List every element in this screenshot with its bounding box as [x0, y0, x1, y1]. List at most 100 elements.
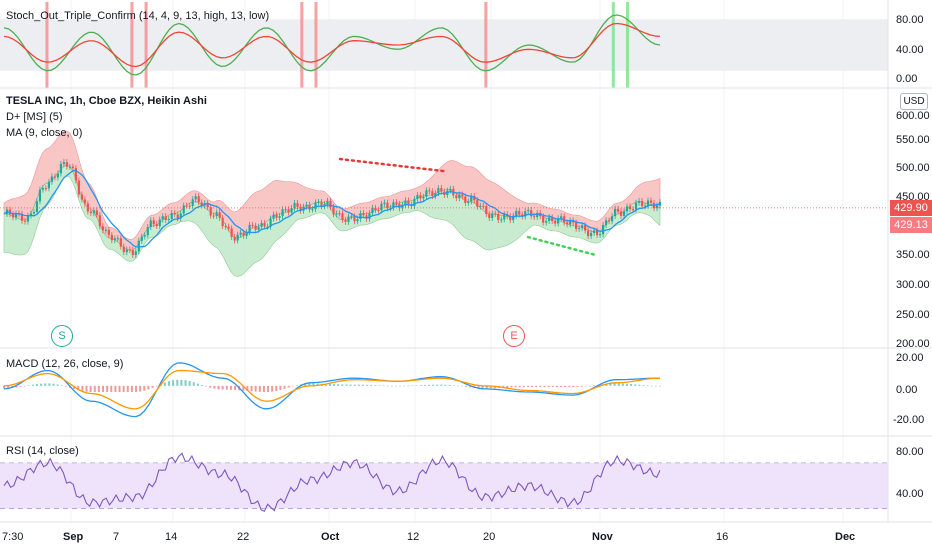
macd-histogram-bar	[353, 384, 356, 386]
candle	[392, 202, 395, 208]
candle	[161, 216, 164, 220]
macd-histogram-bar	[151, 385, 154, 388]
macd-histogram-bar	[250, 385, 253, 392]
candle	[416, 195, 419, 200]
grid-layer	[70, 0, 844, 522]
candle	[377, 210, 380, 212]
candle	[425, 190, 428, 197]
candle	[581, 225, 584, 229]
macd-histogram-bar	[97, 385, 100, 392]
price-tick-350: 350.00	[896, 249, 930, 261]
macd-histogram-bar	[254, 385, 257, 392]
macd-histogram-bar	[345, 384, 348, 386]
macd-histogram-bar	[576, 385, 579, 387]
rsi-title[interactable]: RSI (14, close)	[6, 445, 79, 457]
signal-line	[3, 369, 661, 410]
candle	[479, 205, 482, 207]
macd-histogram-bar	[213, 385, 216, 389]
candle	[637, 200, 641, 203]
macd-histogram-bar	[262, 385, 265, 392]
macd-histogram-bar	[625, 383, 628, 386]
macd-histogram-bar	[584, 385, 587, 387]
candle	[578, 228, 581, 230]
macd-histogram-bar	[337, 384, 340, 386]
candle	[188, 205, 191, 207]
candle	[227, 226, 230, 229]
macd-histogram-bar	[52, 383, 55, 386]
macd-histogram-bar	[440, 384, 443, 386]
candle	[239, 232, 242, 235]
macd-histogram-bar	[324, 383, 327, 386]
macd-histogram-bar	[642, 385, 645, 386]
rsi-band	[0, 462, 888, 509]
candle	[649, 200, 653, 203]
macd-histogram-bar	[77, 385, 80, 391]
macd-histogram-bar	[308, 383, 311, 386]
candle	[167, 219, 170, 221]
start-marker: S	[51, 325, 73, 347]
macd-histogram-bar	[592, 385, 595, 386]
macd-histogram-bar	[659, 385, 661, 387]
candle	[607, 220, 611, 222]
macd-histogram-bar	[436, 384, 439, 386]
candle	[482, 205, 485, 207]
price-tick-600: 600.00	[896, 110, 930, 122]
candle	[149, 220, 152, 228]
macd-histogram-bar	[357, 384, 360, 386]
candle	[236, 234, 239, 241]
macd-histogram-bar	[531, 385, 534, 388]
indicator-ma[interactable]: MA (9, close, 0)	[6, 127, 83, 139]
stoch-title[interactable]: Stoch_Out_Triple_Confirm (14, 4, 9, 13, …	[6, 10, 270, 22]
candle	[278, 216, 281, 218]
candle	[473, 196, 476, 201]
candle	[512, 215, 515, 221]
currency-button[interactable]: USD	[900, 93, 928, 110]
macd-histogram-bar	[27, 385, 30, 386]
macd-histogram-bar	[217, 385, 220, 390]
macd-histogram-bar	[89, 385, 92, 392]
candle	[77, 180, 80, 195]
candle	[173, 213, 176, 215]
candle	[59, 163, 63, 174]
candle	[218, 212, 221, 218]
macd-histogram-bar	[172, 380, 175, 386]
stoch-signal-bar	[611, 2, 615, 88]
symbol-title[interactable]: TESLA INC, 1h, Cboe BZX, Heikin Ashi	[6, 95, 207, 107]
macd-histogram-bar	[122, 385, 125, 392]
macd-title[interactable]: MACD (12, 26, close, 9)	[6, 358, 124, 370]
candle	[8, 209, 12, 215]
candle	[542, 216, 545, 223]
candle	[176, 214, 179, 219]
candle	[557, 218, 560, 224]
candle	[509, 216, 512, 221]
candle	[344, 219, 347, 222]
macd-histogram-bar	[539, 385, 542, 388]
candle	[470, 196, 473, 202]
macd-histogram-bar	[312, 383, 315, 386]
candle	[92, 210, 95, 214]
candle	[422, 196, 425, 199]
macd-histogram-bar	[205, 385, 208, 387]
candle	[601, 225, 605, 235]
candle	[598, 234, 602, 236]
candle	[125, 249, 128, 253]
candle	[41, 188, 45, 190]
candle	[98, 215, 101, 227]
candle	[116, 238, 119, 240]
indicator-dplus[interactable]: D+ [MS] (5)	[6, 111, 63, 123]
macd-histogram-bar	[192, 382, 195, 386]
candle	[604, 220, 608, 226]
candle	[610, 216, 614, 222]
macd-histogram-bar	[168, 381, 171, 386]
stoch-signal-bar	[144, 2, 148, 88]
candle	[548, 217, 551, 221]
macd-histogram-bar	[489, 385, 492, 389]
macd-histogram-bar	[403, 385, 406, 387]
candle	[221, 217, 224, 227]
macd-histogram-bar	[485, 385, 488, 389]
candle	[212, 215, 215, 217]
candle	[209, 207, 212, 216]
x-label-7: 7	[113, 531, 120, 543]
last-price-label: 429.90	[890, 200, 932, 216]
